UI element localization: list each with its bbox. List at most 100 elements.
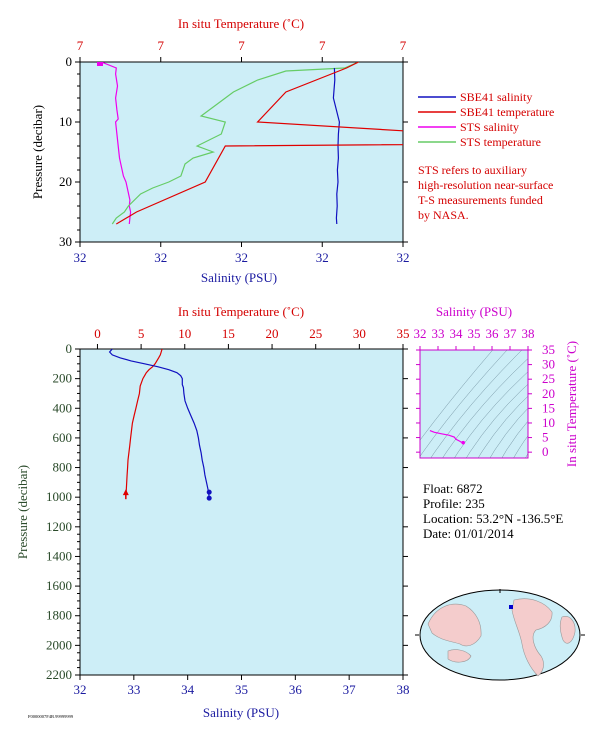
- ts-salinity-tick-label: 33: [432, 326, 445, 341]
- ts-diagram-plot-area: [419, 349, 529, 459]
- full-profile-temperature-ticks: 0 5 10 15 20 25 30 35: [94, 326, 410, 349]
- full-profile-temperature-tick-label: 10: [178, 326, 191, 341]
- ts-temperature-tick-label: 35: [542, 342, 555, 357]
- series-sts-salinity: [101, 62, 132, 225]
- ts-temperature-tick-label: 15: [542, 400, 555, 415]
- ts-end-marker: [461, 440, 466, 445]
- near-surface-temperature-tick-label: 7: [238, 38, 245, 53]
- sts-note-line-1: STS refers to auxiliary: [418, 163, 527, 177]
- full-profile-temperature-tick-label: 0: [94, 326, 101, 341]
- salinity-end-marker-dot: [206, 495, 212, 501]
- near-surface-temperature-tick-label: 7: [77, 38, 84, 53]
- near-surface-pressure-axis-title: Pressure (decibar): [30, 105, 45, 199]
- ts-salinity-tick-label: 32: [414, 326, 427, 341]
- ts-density-contour: [420, 350, 493, 441]
- full-profile-pressure-tick-label: 600: [53, 430, 73, 445]
- legend-label-sts-salinity: STS salinity: [460, 120, 519, 134]
- ts-curve-line: [429, 430, 464, 444]
- full-profile-salinity-tick-label: 32: [74, 682, 87, 697]
- ts-temperature-tick-label: 0: [542, 444, 549, 459]
- ts-temperature-tick-label: 10: [542, 415, 555, 430]
- footer-code: F0000007F4B.99999999: [28, 714, 74, 719]
- full-profile-salinity-tick-label: 38: [397, 682, 410, 697]
- full-profile-pressure-tick-label: 400: [53, 400, 73, 415]
- ts-salinity-tick-label: 34: [450, 326, 464, 341]
- full-profile-pressure-tick-label: 1000: [46, 489, 72, 504]
- full-profile-salinity-tick-label: 34: [181, 682, 195, 697]
- near-surface-temperature-axis-title: In situ Temperature (˚C): [178, 16, 304, 31]
- legend-label-sbe41-temperature: SBE41 temperature: [460, 105, 554, 119]
- near-surface-salinity-ticks: 32 32 32 32 32: [74, 242, 410, 265]
- profile-number: Profile: 235: [423, 496, 485, 511]
- ts-salinity-tick-label: 36: [486, 326, 500, 341]
- map-landmass-asia: [427, 603, 482, 647]
- sts-note-line-4: by NASA.: [418, 208, 469, 222]
- full-profile-pressure-tick-label: 2200: [46, 667, 72, 682]
- ts-density-contour: [525, 453, 528, 458]
- world-map: [415, 589, 585, 681]
- full-profile-pressure-axis-title: Pressure (decibar): [15, 465, 30, 559]
- legend-label-sts-temperature: STS temperature: [460, 135, 541, 149]
- near-surface-pressure-tick-label: 30: [59, 234, 72, 249]
- near-surface-series: [97, 62, 403, 225]
- full-profile-pressure-tick-label: 1200: [46, 519, 72, 534]
- ts-temperature-tick-label: 20: [542, 386, 555, 401]
- ts-salinity-ticks: 32 33 34 35 36 37 38: [414, 326, 535, 350]
- ts-density-contour: [430, 350, 523, 458]
- near-surface-pressure-tick-label: 0: [66, 54, 73, 69]
- full-profile-temperature-axis-title: In situ Temperature (˚C): [178, 304, 304, 319]
- ts-density-contour: [513, 435, 528, 458]
- ts-density-contour: [465, 383, 528, 458]
- float-id: Float: 6872: [423, 481, 483, 496]
- ts-temperature-tick-label: 5: [542, 430, 549, 445]
- full-profile-salinity-tick-label: 37: [343, 682, 357, 697]
- full-profile-pressure-tick-label: 1800: [46, 608, 72, 623]
- legend-label-sbe41-salinity: SBE41 salinity: [460, 90, 532, 104]
- series-temperature-profile: [125, 349, 163, 498]
- ts-density-contour: [442, 358, 528, 458]
- series-sts-temperature: [111, 62, 359, 225]
- ts-curve: [429, 430, 466, 445]
- full-profile-pressure-tick-label: 0: [66, 341, 73, 356]
- profile-date: Date: 01/01/2014: [423, 526, 514, 541]
- ts-salinity-tick-label: 35: [468, 326, 481, 341]
- near-surface-salinity-tick-label: 32: [316, 250, 329, 265]
- near-surface-salinity-axis-title: Salinity (PSU): [201, 270, 277, 285]
- full-profile-plot-area: [79, 348, 404, 676]
- full-profile-pressure-tick-label: 2000: [46, 637, 72, 652]
- full-profile-salinity-tick-label: 36: [289, 682, 303, 697]
- full-profile-temperature-tick-label: 35: [397, 326, 410, 341]
- full-profile-pressure-ticks: 0 200 400 600 800 1000 1200 1400 1600 1800 2000 220…: [46, 341, 408, 682]
- full-profile-salinity-tick-label: 33: [127, 682, 140, 697]
- near-surface-pressure-tick-label: 10: [59, 114, 72, 129]
- ts-density-contour: [454, 371, 528, 458]
- full-profile-temperature-tick-label: 20: [266, 326, 279, 341]
- full-profile-temperature-tick-label: 30: [353, 326, 366, 341]
- ts-density-contours: [420, 350, 528, 458]
- series-salinity-profile: [108, 349, 210, 498]
- full-profile-salinity-axis-title: Salinity (PSU): [203, 705, 279, 720]
- sts-note-line-3: T-S measurements funded: [418, 193, 543, 207]
- salinity-end-marker-dot: [206, 489, 212, 495]
- near-surface-plot-area: [79, 61, 404, 243]
- map-landmass-australia: [447, 649, 472, 663]
- near-surface-temperature-tick-label: 7: [400, 38, 407, 53]
- full-profile-salinity-ticks: 32 33 34 35 36 37 38: [74, 675, 410, 697]
- series-sbe41-salinity: [332, 67, 341, 225]
- full-profile-temperature-tick-label: 25: [309, 326, 322, 341]
- full-profile-pressure-tick-label: 200: [53, 371, 73, 386]
- float-location: Location: 53.2°N -136.5°E: [423, 511, 563, 526]
- sts-note: STS refers to auxiliary high-resolution …: [418, 163, 553, 222]
- full-profile-pressure-tick-label: 1400: [46, 548, 72, 563]
- near-surface-salinity-tick-label: 32: [397, 250, 410, 265]
- near-surface-salinity-tick-label: 32: [154, 250, 167, 265]
- full-profile-end-markers: [122, 489, 212, 501]
- full-profile-pressure-tick-label: 800: [53, 460, 73, 475]
- temperature-end-marker-triangle: [122, 489, 129, 496]
- float-info: Float: 6872 Profile: 235 Location: 53.2°…: [423, 481, 563, 541]
- full-profile-pressure-tick-label: 1600: [46, 578, 72, 593]
- near-surface-salinity-tick-label: 32: [74, 250, 87, 265]
- series-sbe41-temperature: [115, 62, 403, 225]
- map-landmass-africa: [559, 616, 576, 644]
